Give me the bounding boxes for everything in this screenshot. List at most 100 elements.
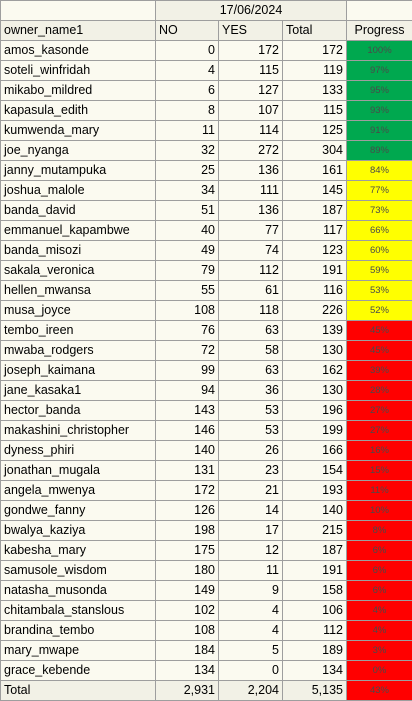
owner-name-cell[interactable]: jonathan_mugala xyxy=(0,460,156,481)
progress-cell[interactable]: 45% xyxy=(346,340,412,361)
progress-cell[interactable]: 3% xyxy=(346,640,412,661)
yes-cell[interactable]: 0 xyxy=(218,660,283,681)
no-cell[interactable]: 198 xyxy=(155,520,219,541)
total-cell[interactable]: 226 xyxy=(282,300,347,321)
totals-yes-cell[interactable]: 2,204 xyxy=(218,680,283,701)
yes-cell[interactable]: 23 xyxy=(218,460,283,481)
owner-name-cell[interactable]: sakala_veronica xyxy=(0,260,156,281)
total-cell[interactable]: 193 xyxy=(282,480,347,501)
yes-cell[interactable]: 12 xyxy=(218,540,283,561)
no-cell[interactable]: 126 xyxy=(155,500,219,521)
owner-name-cell[interactable]: kabesha_mary xyxy=(0,540,156,561)
yes-cell[interactable]: 58 xyxy=(218,340,283,361)
yes-cell[interactable]: 4 xyxy=(218,620,283,641)
total-cell[interactable]: 117 xyxy=(282,220,347,241)
yes-cell[interactable]: 53 xyxy=(218,420,283,441)
progress-cell[interactable]: 10% xyxy=(346,500,412,521)
total-cell[interactable]: 134 xyxy=(282,660,347,681)
no-cell[interactable]: 140 xyxy=(155,440,219,461)
total-cell[interactable]: 115 xyxy=(282,100,347,121)
total-cell[interactable]: 215 xyxy=(282,520,347,541)
owner-name-cell[interactable]: banda_david xyxy=(0,200,156,221)
total-cell[interactable]: 189 xyxy=(282,640,347,661)
progress-cell[interactable]: 16% xyxy=(346,440,412,461)
owner-name-cell[interactable]: soteli_winfridah xyxy=(0,60,156,81)
yes-cell[interactable]: 118 xyxy=(218,300,283,321)
yes-cell[interactable]: 74 xyxy=(218,240,283,261)
no-cell[interactable]: 34 xyxy=(155,180,219,201)
yes-cell[interactable]: 14 xyxy=(218,500,283,521)
yes-cell[interactable]: 9 xyxy=(218,580,283,601)
yes-cell[interactable]: 272 xyxy=(218,140,283,161)
progress-cell[interactable]: 73% xyxy=(346,200,412,221)
no-cell[interactable]: 6 xyxy=(155,80,219,101)
total-cell[interactable]: 162 xyxy=(282,360,347,381)
owner-name-cell[interactable]: mikabo_mildred xyxy=(0,80,156,101)
no-cell[interactable]: 108 xyxy=(155,620,219,641)
owner-name-cell[interactable]: chitambala_stanslous xyxy=(0,600,156,621)
owner-name-cell[interactable]: amos_kasonde xyxy=(0,40,156,61)
total-cell[interactable]: 161 xyxy=(282,160,347,181)
total-cell[interactable]: 199 xyxy=(282,420,347,441)
no-cell[interactable]: 0 xyxy=(155,40,219,61)
progress-cell[interactable]: 6% xyxy=(346,540,412,561)
yes-cell[interactable]: 4 xyxy=(218,600,283,621)
progress-cell[interactable]: 6% xyxy=(346,560,412,581)
no-cell[interactable]: 102 xyxy=(155,600,219,621)
no-cell[interactable]: 149 xyxy=(155,580,219,601)
owner-name-cell[interactable]: angela_mwenya xyxy=(0,480,156,501)
yes-cell[interactable]: 36 xyxy=(218,380,283,401)
no-cell[interactable]: 134 xyxy=(155,660,219,681)
owner-name-cell[interactable]: joe_nyanga xyxy=(0,140,156,161)
total-cell[interactable]: 130 xyxy=(282,340,347,361)
yes-cell[interactable]: 136 xyxy=(218,160,283,181)
progress-cell[interactable]: 91% xyxy=(346,120,412,141)
owner-name-cell[interactable]: banda_misozi xyxy=(0,240,156,261)
total-cell[interactable]: 139 xyxy=(282,320,347,341)
progress-cell[interactable]: 95% xyxy=(346,80,412,101)
yes-cell[interactable]: 136 xyxy=(218,200,283,221)
owner-name-cell[interactable]: jane_kasaka1 xyxy=(0,380,156,401)
no-cell[interactable]: 175 xyxy=(155,540,219,561)
owner-name-cell[interactable]: hector_banda xyxy=(0,400,156,421)
progress-cell[interactable]: 28% xyxy=(346,380,412,401)
progress-cell[interactable]: 93% xyxy=(346,100,412,121)
yes-cell[interactable]: 63 xyxy=(218,320,283,341)
totals-no-cell[interactable]: 2,931 xyxy=(155,680,219,701)
total-cell[interactable]: 106 xyxy=(282,600,347,621)
no-cell[interactable]: 146 xyxy=(155,420,219,441)
owner-name-cell[interactable]: musa_joyce xyxy=(0,300,156,321)
owner-name-cell[interactable]: emmanuel_kapambwe xyxy=(0,220,156,241)
progress-cell[interactable]: 4% xyxy=(346,620,412,641)
total-cell[interactable]: 123 xyxy=(282,240,347,261)
yes-cell[interactable]: 107 xyxy=(218,100,283,121)
no-cell[interactable]: 184 xyxy=(155,640,219,661)
no-cell[interactable]: 11 xyxy=(155,120,219,141)
total-cell[interactable]: 133 xyxy=(282,80,347,101)
owner-name-cell[interactable]: janny_mutampuka xyxy=(0,160,156,181)
progress-cell[interactable]: 27% xyxy=(346,400,412,421)
owner-name-cell[interactable]: hellen_mwansa xyxy=(0,280,156,301)
owner-name-cell[interactable]: brandina_tembo xyxy=(0,620,156,641)
no-cell[interactable]: 49 xyxy=(155,240,219,261)
total-cell[interactable]: 140 xyxy=(282,500,347,521)
no-cell[interactable]: 108 xyxy=(155,300,219,321)
date-spacer-cell[interactable] xyxy=(0,0,156,21)
no-cell[interactable]: 180 xyxy=(155,560,219,581)
progress-cell[interactable]: 59% xyxy=(346,260,412,281)
total-cell[interactable]: 145 xyxy=(282,180,347,201)
progress-cell[interactable]: 100% xyxy=(346,40,412,61)
no-cell[interactable]: 51 xyxy=(155,200,219,221)
total-cell[interactable]: 125 xyxy=(282,120,347,141)
progress-cell[interactable]: 15% xyxy=(346,460,412,481)
no-cell[interactable]: 4 xyxy=(155,60,219,81)
progress-cell[interactable]: 89% xyxy=(346,140,412,161)
yes-cell[interactable]: 115 xyxy=(218,60,283,81)
total-cell[interactable]: 112 xyxy=(282,620,347,641)
no-cell[interactable]: 131 xyxy=(155,460,219,481)
header-yes[interactable]: YES xyxy=(218,20,283,41)
owner-name-cell[interactable]: samusole_wisdom xyxy=(0,560,156,581)
yes-cell[interactable]: 11 xyxy=(218,560,283,581)
date-spacer-cell-right[interactable] xyxy=(346,0,412,21)
no-cell[interactable]: 143 xyxy=(155,400,219,421)
